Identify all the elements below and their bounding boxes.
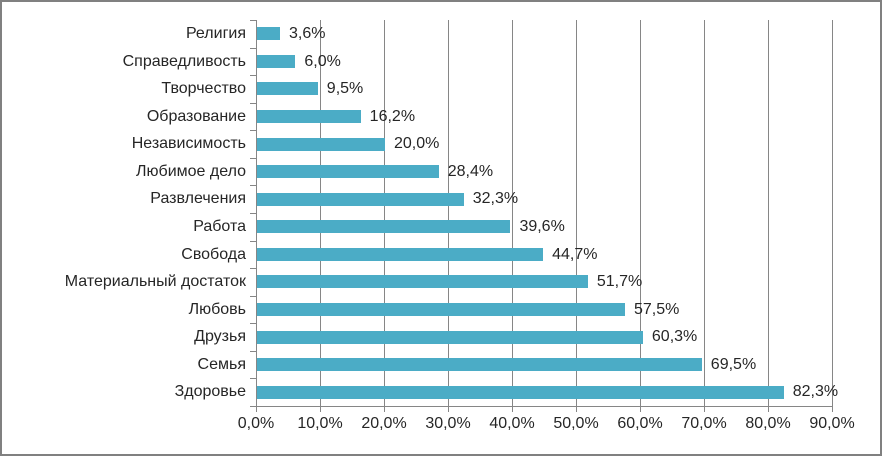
x-axis-tick xyxy=(256,407,257,412)
category-label: Друзья xyxy=(194,328,246,346)
bar xyxy=(257,192,464,206)
bar xyxy=(257,247,544,261)
bar-value-label: 60,3% xyxy=(651,328,698,346)
category-label: Семья xyxy=(197,355,246,373)
bar xyxy=(257,110,361,123)
category-label: Творчество xyxy=(161,80,246,98)
x-axis-tick xyxy=(512,407,513,412)
x-axis-label: 0,0% xyxy=(237,415,275,432)
bar xyxy=(257,220,511,234)
x-axis-label: 40,0% xyxy=(489,415,535,432)
bar-value-label: 9,5% xyxy=(326,80,364,98)
x-axis-label: 50,0% xyxy=(553,415,599,432)
bar xyxy=(257,82,318,96)
category-label: Независимость xyxy=(131,135,246,153)
bar xyxy=(257,385,784,399)
bar-value-label: 32,3% xyxy=(472,190,519,208)
bar-value-label: 6,0% xyxy=(304,52,341,70)
gridline xyxy=(576,20,577,406)
x-axis-tick xyxy=(448,407,449,412)
x-axis-tick xyxy=(768,407,769,412)
gridline xyxy=(384,20,385,406)
category-label: Любимое дело xyxy=(136,162,246,180)
x-axis-tick xyxy=(320,407,321,412)
category-label: Справедливость xyxy=(122,52,246,70)
category-label: Религия xyxy=(185,25,246,42)
y-axis-tick xyxy=(250,157,256,159)
y-axis-tick xyxy=(250,75,256,77)
gridline xyxy=(512,20,513,406)
category-label: Свобода xyxy=(181,245,246,263)
gridline xyxy=(832,20,833,406)
gridline xyxy=(448,20,449,406)
bar-value-label: 51,7% xyxy=(596,273,643,291)
bar-value-label: 3,6% xyxy=(289,25,326,42)
category-label: Здоровье xyxy=(174,383,246,401)
x-axis-tick xyxy=(832,407,833,412)
y-axis-tick xyxy=(250,295,256,297)
x-axis-label: 30,0% xyxy=(425,415,471,432)
bar-value-label: 57,5% xyxy=(634,300,680,318)
bar-value-label: 69,5% xyxy=(710,355,757,373)
bar xyxy=(257,275,588,289)
bar-value-label: 16,2% xyxy=(369,107,416,125)
bar xyxy=(257,330,643,344)
x-axis-tick xyxy=(704,407,705,412)
category-label: Образование xyxy=(146,107,246,125)
x-axis-label: 20,0% xyxy=(361,415,407,432)
x-axis-tick xyxy=(640,407,641,412)
y-axis-tick xyxy=(250,102,256,104)
bar xyxy=(257,303,625,316)
x-axis-label: 10,0% xyxy=(297,415,343,432)
y-axis-tick xyxy=(250,406,256,407)
category-label: Развлечения xyxy=(150,190,246,208)
gridline xyxy=(768,20,769,406)
gridline xyxy=(320,20,321,406)
x-axis-tick xyxy=(576,407,577,412)
y-axis-tick xyxy=(250,47,256,49)
category-label: Любовь xyxy=(188,300,246,318)
plot-area xyxy=(256,20,833,407)
x-axis-label: 60,0% xyxy=(617,415,663,432)
y-axis-tick xyxy=(250,130,256,132)
x-axis-label: 90,0% xyxy=(809,415,855,432)
y-axis-tick xyxy=(250,268,256,270)
y-axis-tick xyxy=(250,240,256,242)
x-axis-tick xyxy=(384,407,385,412)
bar xyxy=(257,165,439,179)
bar-value-label: 39,6% xyxy=(519,218,565,235)
category-label: Работа xyxy=(193,218,246,235)
x-axis-label: 80,0% xyxy=(745,415,791,432)
y-axis-tick xyxy=(250,20,256,21)
y-axis-tick xyxy=(250,185,256,187)
category-label: Материальный достаток xyxy=(64,273,246,291)
bar-value-label: 20,0% xyxy=(394,135,440,153)
y-axis-tick xyxy=(250,213,256,214)
bar xyxy=(257,137,385,151)
y-axis-tick xyxy=(250,350,256,352)
y-axis-tick xyxy=(250,323,256,325)
gridline xyxy=(640,20,641,406)
bar-value-label: 82,3% xyxy=(792,383,839,401)
bar xyxy=(257,358,702,372)
bar xyxy=(257,54,296,68)
bar-value-label: 28,4% xyxy=(447,162,494,180)
bar xyxy=(257,27,281,41)
x-axis-label: 70,0% xyxy=(681,415,727,432)
gridline xyxy=(704,20,705,406)
bar-value-label: 44,7% xyxy=(552,245,598,263)
y-axis-tick xyxy=(250,378,256,380)
